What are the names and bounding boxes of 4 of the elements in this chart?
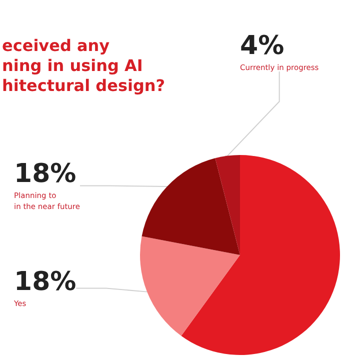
data-label: 4% (240, 31, 284, 61)
text: eceived any ning in using AI hitectural design? (2, 36, 166, 96)
data-label: 18% (14, 159, 76, 189)
data-label: 18% (14, 267, 76, 297)
